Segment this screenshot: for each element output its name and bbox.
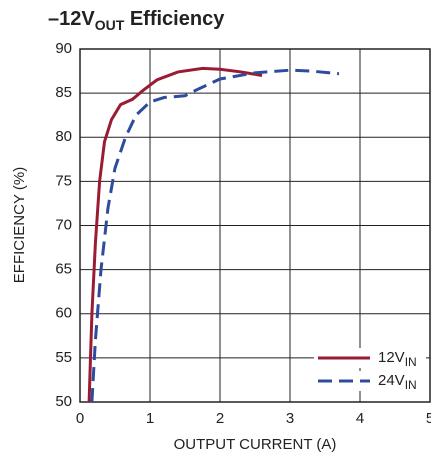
y-tick-label: 60 [55, 305, 72, 322]
y-tick-label: 70 [55, 216, 72, 233]
y-tick-label: 65 [55, 261, 72, 278]
x-tick-label: 1 [146, 410, 154, 427]
x-tick-label: 2 [216, 410, 224, 427]
legend-name: 12V [378, 349, 405, 366]
legend-sub: IN [405, 378, 417, 392]
x-tick-label: 5 [426, 410, 431, 427]
x-tick-label: 4 [356, 410, 364, 427]
title-main: –12V [48, 8, 95, 30]
y-tick-label: 75 [55, 172, 72, 189]
series-line [90, 68, 340, 403]
x-tick-label: 0 [76, 410, 84, 427]
y-axis-label: EFFICIENCY (%) [11, 167, 28, 283]
title-rest: Efficiency [124, 8, 225, 30]
legend-sub: IN [405, 355, 417, 369]
y-tick-label: 85 [55, 84, 72, 101]
chart-title: –12VOUT Efficiency [48, 8, 225, 32]
legend-label: 24VIN [378, 372, 417, 392]
plot-frame [79, 48, 431, 403]
legend-label: 12VIN [378, 349, 417, 369]
x-axis-label: OUTPUT CURRENT (A) [174, 436, 337, 453]
x-tick-label: 3 [286, 410, 294, 427]
legend-name: 24V [378, 372, 405, 389]
title-sub: OUT [95, 17, 125, 33]
y-tick-label: 90 [55, 40, 72, 57]
series-line [87, 66, 263, 403]
y-tick-label: 80 [55, 128, 72, 145]
y-tick-label: 55 [55, 349, 72, 366]
y-tick-label: 50 [55, 393, 72, 410]
